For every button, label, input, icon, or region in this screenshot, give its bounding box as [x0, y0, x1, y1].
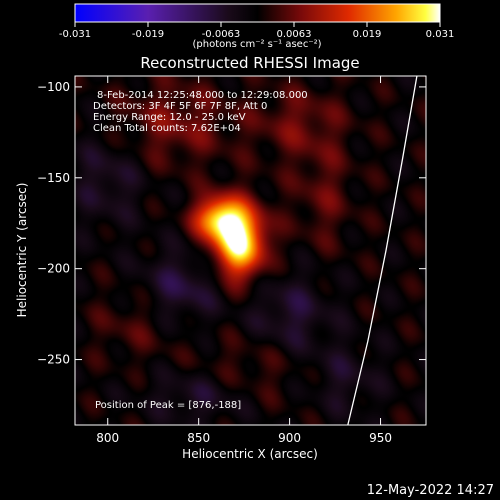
colorbar-tick-label: 0.019 [353, 29, 382, 40]
colorbar-tick-label: 0.0063 [277, 29, 312, 40]
colorbar-tick-label: -0.031 [59, 29, 91, 40]
colorbar-ticks: -0.031 -0.019 -0.0063 0.0063 0.019 0.031 [59, 22, 454, 40]
heatmap-image [75, 76, 426, 425]
x-tick-label: 950 [369, 431, 392, 445]
y-tick-label: −100 [37, 80, 70, 94]
colorbar-tick-label: 0.031 [426, 29, 455, 40]
y-tick-label: −150 [37, 171, 70, 185]
solar-limb-curve [347, 76, 418, 425]
colorbar-tick-label: -0.019 [132, 29, 164, 40]
y-axis-label: Heliocentric Y (arcsec) [15, 183, 29, 318]
x-axis-ticks: 800 850 900 950 [96, 76, 392, 445]
x-tick-label: 800 [96, 431, 119, 445]
x-tick-label: 900 [278, 431, 301, 445]
timestamp: 12-May-2022 14:27 [366, 483, 494, 498]
colorbar-unit-label: (photons cm⁻² s⁻¹ asec⁻²) [192, 39, 321, 50]
chart-title: Reconstructed RHESSI Image [140, 54, 359, 72]
annotation-line: Energy Range: 12.0 - 25.0 keV [93, 112, 246, 123]
colorbar [74, 3, 441, 23]
y-tick-label: −200 [37, 262, 70, 276]
y-tick-label: −250 [37, 353, 70, 367]
y-axis-ticks: −100 −150 −200 −250 [37, 80, 426, 367]
colorbar-tick-label: -0.0063 [202, 29, 241, 40]
peak-position-label: Position of Peak = [876,-188] [95, 400, 241, 411]
plot-frame [74, 75, 427, 426]
annotation-line: Clean Total counts: 7.62E+04 [93, 123, 241, 134]
annotation-block: 8-Feb-2014 12:25:48.000 to 12:29:08.000 … [93, 90, 308, 134]
x-axis-label: Heliocentric X (arcsec) [182, 447, 318, 461]
annotation-line: 8-Feb-2014 12:25:48.000 to 12:29:08.000 [97, 90, 308, 101]
x-tick-label: 850 [187, 431, 210, 445]
annotation-line: Detectors: 3F 4F 5F 6F 7F 8F, Att 0 [93, 101, 267, 112]
